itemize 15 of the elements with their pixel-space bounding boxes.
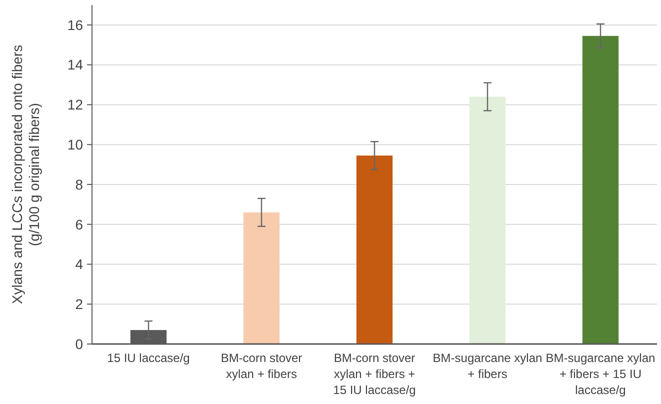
y-tick-label: 0 xyxy=(75,336,84,352)
y-tick-label: 14 xyxy=(67,56,84,73)
y-tick-label: 4 xyxy=(75,256,84,272)
x-tick-label: BM-corn stover xylan + fibers + 15 IU laccase/g xyxy=(333,351,416,397)
y-tick-label: 8 xyxy=(75,176,84,192)
y-axis-title: Xylans and LCCs incorporated onto fibers (g/100 g original fibers) xyxy=(9,44,42,304)
x-tick-label: BM-corn stover xylan + fibers xyxy=(220,351,302,381)
x-tick-label: BM-sugarcane xylan + fibers xyxy=(432,351,542,381)
x-tick-label: 15 IU laccase/g xyxy=(107,351,190,365)
y-tick-label: 2 xyxy=(75,296,84,312)
y-tick-label: 6 xyxy=(75,216,84,232)
y-tick-label: 16 xyxy=(67,16,84,33)
x-tick-label: BM-sugarcane xylan + fibers + 15 IU laccase/g xyxy=(546,351,656,397)
y-tick-label: 12 xyxy=(67,96,84,113)
y-tick-label: 10 xyxy=(67,136,84,152)
